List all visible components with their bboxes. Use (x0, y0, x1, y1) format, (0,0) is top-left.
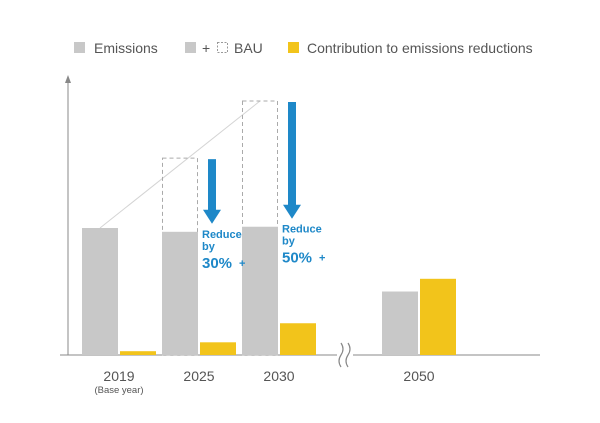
annotation-text: by (202, 241, 216, 253)
x-tick-label: 2019 (103, 368, 134, 384)
annotation-text: Reduce (202, 229, 242, 241)
annotation-percent: 30% (202, 255, 232, 272)
annotation-text: Reduce (282, 224, 322, 236)
reduction-bar-2050 (420, 278, 456, 355)
legend-label-bau: BAU (234, 40, 263, 56)
emissions-bar-2025 (162, 231, 198, 355)
reduction-bar-2019 (120, 351, 156, 355)
legend-label-reduction: Contribution to emissions reductions (307, 40, 533, 56)
bau-trend-line (99, 100, 261, 229)
annotation-text: by (282, 236, 296, 248)
arrow-down-icon (283, 204, 301, 219)
legend: Emissions + BAU Contribution to emission… (74, 40, 533, 56)
legend-marker-bau (217, 42, 228, 53)
x-tick-label: 2030 (263, 368, 294, 384)
legend-marker-emissions (74, 42, 85, 53)
arrow-shaft-2030 (288, 102, 296, 207)
x-tick-label: 2025 (183, 368, 214, 384)
x-tick-label: 2050 (403, 368, 434, 384)
emissions-bar-2030 (242, 226, 278, 355)
emissions-bar-2019 (82, 228, 118, 355)
legend-marker-reduction (288, 42, 299, 53)
axis-break-icon (337, 340, 353, 370)
reduction-bar-2030 (280, 323, 316, 355)
legend-label-plus: + (202, 40, 210, 56)
legend-marker-plus (185, 42, 196, 53)
reduction-bar-2025 (200, 342, 236, 355)
arrow-shaft-2025 (208, 159, 216, 212)
emissions-bar-2050 (382, 291, 418, 355)
legend-label-emissions: Emissions (94, 40, 158, 56)
arrow-down-icon (203, 209, 221, 224)
annotation-percent: 50% (282, 250, 312, 267)
annotation-suffix: + (319, 253, 325, 265)
bars-group (82, 100, 456, 356)
y-axis-arrow-icon (65, 75, 71, 83)
annotation-suffix: + (239, 258, 245, 270)
x-tick-labels: 2019(Base year) 2025 2030 2050 (94, 368, 434, 396)
x-tick-sublabel: (Base year) (94, 385, 143, 396)
